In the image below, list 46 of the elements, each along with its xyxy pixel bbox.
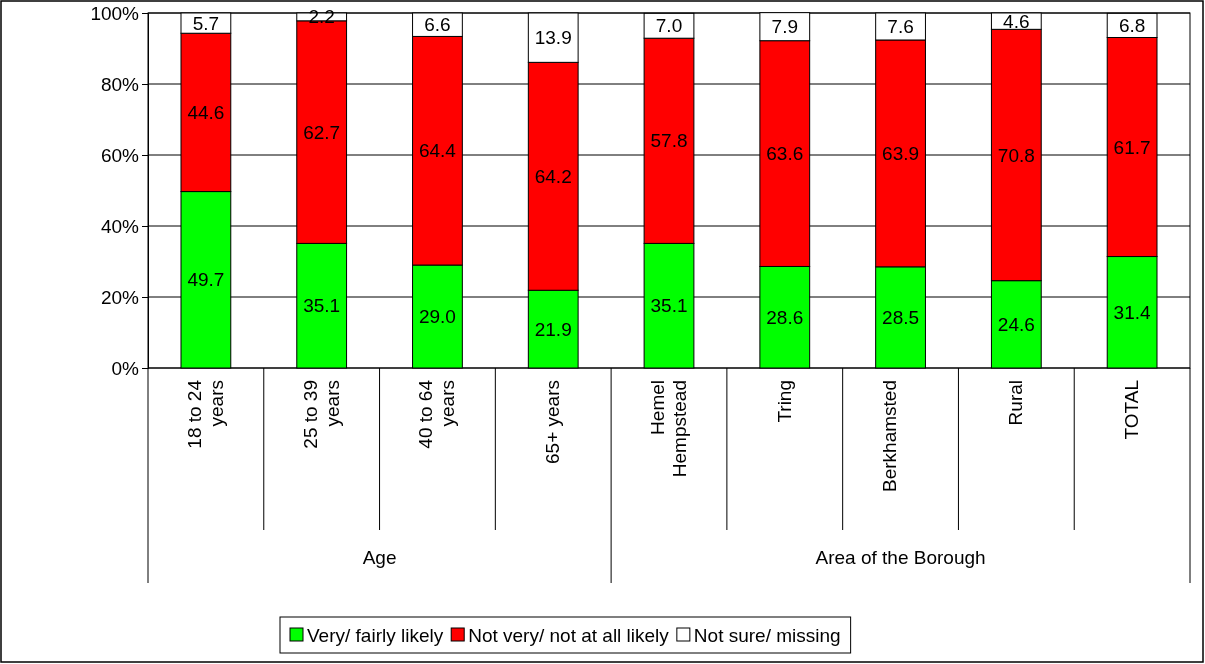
x-tick-label: 65+ years — [542, 380, 564, 464]
y-tick-label: 60% — [100, 144, 140, 166]
data-label: 13.9 — [534, 27, 572, 49]
y-tick-label: 0% — [111, 357, 140, 379]
data-label: 21.9 — [534, 318, 572, 340]
data-label: 7.9 — [771, 16, 798, 38]
data-label: 63.9 — [882, 142, 920, 164]
text: Area of the Borough — [815, 546, 986, 568]
data-label: 61.7 — [1113, 136, 1151, 158]
data-label: 4.6 — [1003, 10, 1030, 32]
x-tick-label: 18 to 24 years — [183, 379, 227, 449]
data-label: 57.8 — [650, 130, 688, 152]
data-label: 24.6 — [997, 313, 1035, 335]
x-tick-label: Rural — [1005, 380, 1027, 426]
data-label: 5.7 — [192, 12, 220, 34]
x-tick-label: Tring — [773, 380, 795, 423]
x-tick-label: Hemel Hempstead — [647, 380, 690, 478]
legend-label: Very/ fairly likely — [307, 624, 444, 646]
data-label: 6.8 — [1118, 14, 1146, 36]
data-label: 7.0 — [655, 15, 683, 37]
x-tick-label: TOTAL — [1121, 380, 1143, 440]
data-label: 31.4 — [1113, 301, 1152, 323]
data-label: 7.6 — [887, 15, 914, 37]
data-label: 6.6 — [424, 14, 451, 36]
legend-label: Not very/ not at all likely — [468, 624, 670, 646]
data-label: 28.6 — [766, 306, 804, 328]
data-label: 35.1 — [650, 295, 688, 317]
data-label: 44.6 — [187, 101, 225, 123]
data-label: 28.5 — [882, 306, 920, 328]
x-tick-label: 25 to 39 years — [299, 380, 343, 449]
data-label: 29.0 — [418, 306, 456, 328]
y-tick-label: 80% — [100, 73, 140, 95]
data-label: 62.7 — [303, 121, 341, 143]
data-label: 64.2 — [534, 165, 572, 187]
legend-label: Not sure/ missing — [693, 624, 841, 646]
data-label: 63.6 — [766, 143, 804, 165]
x-tick-label: 40 to 64 years — [415, 379, 459, 449]
y-tick-label: 100% — [90, 2, 140, 24]
text: Age — [362, 546, 397, 568]
y-tick-label: 20% — [100, 286, 140, 308]
x-tick-label: Berkhamsted — [878, 380, 900, 492]
data-label: 35.1 — [303, 295, 341, 317]
data-label: 49.7 — [187, 269, 225, 291]
data-label: 70.8 — [997, 144, 1035, 166]
data-label: 64.4 — [418, 140, 457, 162]
y-tick-label: 40% — [100, 215, 140, 237]
